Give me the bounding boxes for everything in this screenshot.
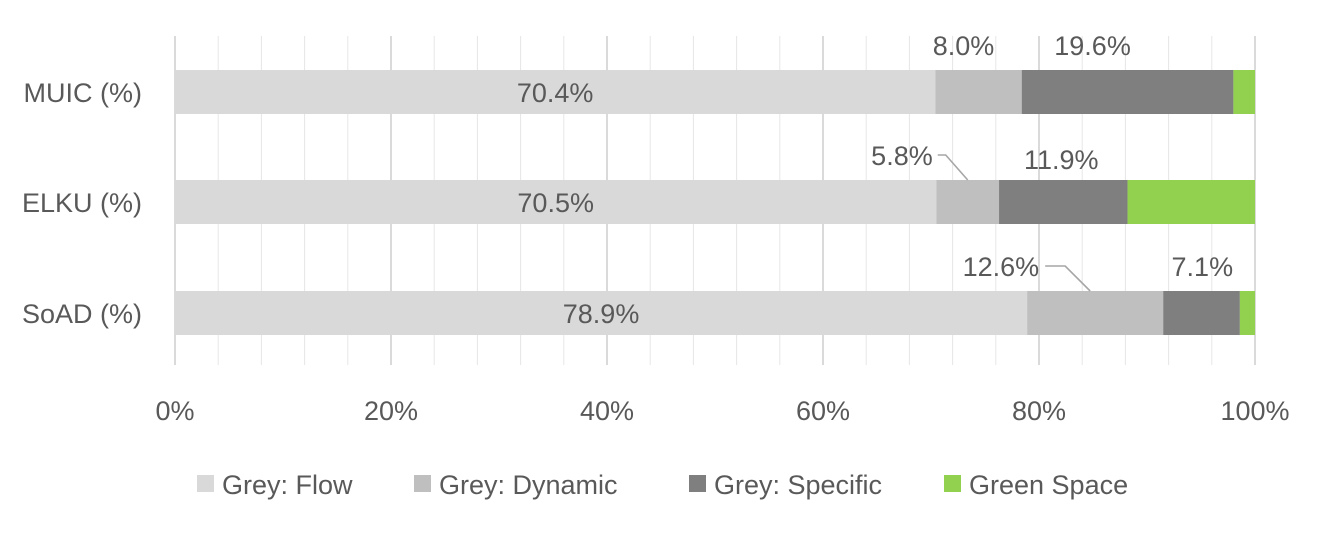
- data-label: 12.6%: [963, 252, 1040, 282]
- data-label: 11.9%: [1024, 145, 1099, 175]
- x-tick-label: 40%: [580, 396, 634, 426]
- legend-label: Grey: Flow: [222, 470, 353, 500]
- data-label: 19.6%: [1054, 31, 1131, 61]
- bar-segment: [1233, 70, 1255, 114]
- x-axis-tick-labels: 0% 20% 40% 60% 80% 100%: [155, 396, 1289, 426]
- category-label: MUIC (%): [24, 78, 142, 108]
- bar-segment: [936, 180, 1000, 224]
- data-label: 70.5%: [517, 188, 594, 218]
- bar-segment: [1027, 291, 1164, 335]
- category-label: ELKU (%): [22, 188, 142, 218]
- bar-segment: [1163, 291, 1240, 335]
- legend-swatch: [944, 475, 961, 492]
- legend-label: Grey: Specific: [714, 470, 882, 500]
- data-label: 78.9%: [563, 299, 640, 329]
- leader-line: [937, 154, 969, 181]
- legend-label: Grey: Dynamic: [439, 470, 618, 500]
- x-tick-label: 20%: [364, 396, 418, 426]
- legend-swatch: [414, 475, 431, 492]
- x-tick-label: 80%: [1012, 396, 1066, 426]
- data-labels: 70.4% 70.5% 78.9% 8.0% 5.8% 12.6% 19.6% 11.9% 7.…: [517, 31, 1233, 329]
- x-tick-label: 60%: [796, 396, 850, 426]
- bar-segment: [1127, 180, 1255, 224]
- bar-segment: [1021, 70, 1234, 114]
- bar-segment: [175, 70, 936, 114]
- data-label: 70.4%: [517, 78, 594, 108]
- bar-segment: [1239, 291, 1255, 335]
- legend-swatch: [689, 475, 706, 492]
- category-label: SoAD (%): [22, 299, 142, 329]
- bar-segment: [999, 180, 1128, 224]
- leader-line: [1045, 265, 1091, 292]
- bar-segment: [175, 180, 937, 224]
- bar-segment: [175, 291, 1028, 335]
- label-leader-lines: [937, 154, 1091, 292]
- category-labels: MUIC (%) ELKU (%) SoAD (%): [22, 78, 142, 329]
- bars: [175, 70, 1255, 335]
- legend-swatch: [197, 475, 214, 492]
- data-label: 7.1%: [1172, 252, 1234, 282]
- bar-segment: [935, 70, 1022, 114]
- x-tick-label: 100%: [1220, 396, 1289, 426]
- x-tick-label: 0%: [155, 396, 194, 426]
- legend: Grey: Flow Grey: Dynamic Grey: Specific Gre…: [197, 470, 1128, 500]
- legend-label: Green Space: [969, 470, 1128, 500]
- data-label: 5.8%: [871, 141, 933, 171]
- data-label: 8.0%: [933, 31, 995, 61]
